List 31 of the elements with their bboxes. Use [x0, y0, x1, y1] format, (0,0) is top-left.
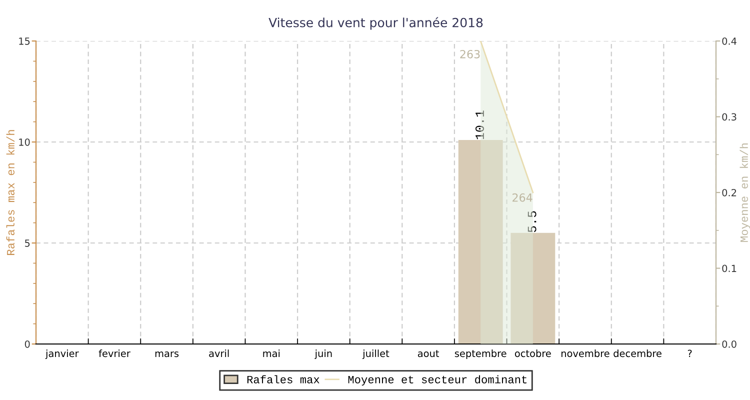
x-tick-label: ? [688, 350, 692, 357]
y2-axis-title: Moyenne en km/h [740, 143, 750, 242]
x-tick-label: mai [263, 350, 280, 358]
y2-tick-label: 0.2 [722, 188, 736, 196]
x-tick-label: decembre [614, 350, 662, 358]
x-tick-label: mars [155, 352, 179, 358]
legend-label: Moyenne et secteur dominant [348, 375, 527, 386]
x-tick-label: aout [418, 350, 440, 358]
x-tick-label: janvier [45, 350, 79, 359]
x-tick-label: juin [314, 350, 332, 359]
x-tick-label: novembre [561, 350, 610, 358]
annotation: 263 [460, 50, 480, 58]
data-label: 10.1 [475, 110, 484, 140]
y2-tick-label: 0.4 [722, 37, 736, 45]
y2-tick-label: 0.0 [722, 340, 736, 348]
y-tick-label: 5 [25, 240, 30, 247]
x-tick-label: octobre [514, 350, 551, 358]
annotation: 264 [512, 193, 532, 202]
chart-title: Vitesse du vent pour l'année 2018 [268, 17, 483, 30]
y2-tick-label: 0.1 [722, 264, 736, 272]
y-tick-label: 0 [24, 340, 30, 348]
x-tick-label: avril [209, 350, 229, 358]
x-tick-label: juillet [362, 350, 390, 359]
y-tick-label: 15 [19, 38, 30, 45]
y2-tick-label: 0.3 [722, 113, 736, 121]
x-tick-label: septembre [454, 350, 506, 359]
y-tick-label: 10 [19, 138, 30, 146]
legend-label: Rafales max [247, 375, 320, 384]
data-label: 5.5 [528, 211, 536, 232]
y-axis-title: Rafales max en km/h [6, 130, 14, 255]
x-tick-label: fevrier [98, 350, 130, 358]
